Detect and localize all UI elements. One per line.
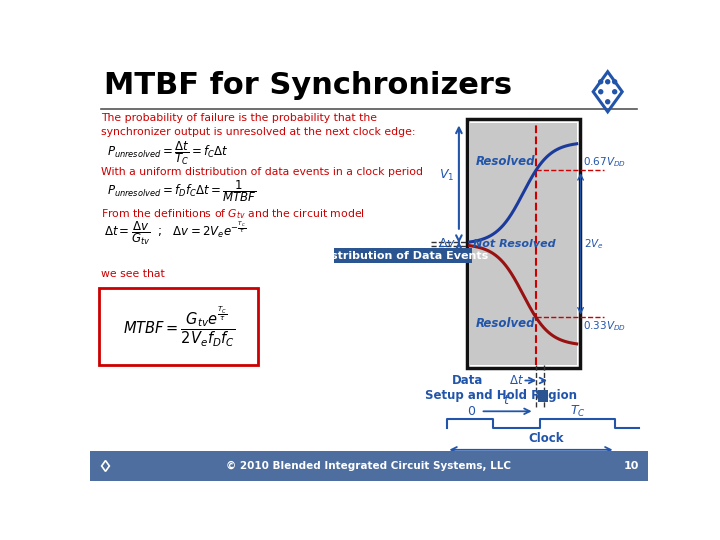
Bar [99, 288, 258, 365]
Text: $V_1$: $V_1$ [439, 168, 454, 184]
Text: Not Resolved: Not Resolved [473, 239, 555, 249]
Bar [467, 119, 580, 368]
Circle shape [605, 79, 611, 84]
Text: $MTBF = \dfrac{G_{tv} e^{\frac{T_C}{\tau}}}{2V_e f_D f_C}$: $MTBF = \dfrac{G_{tv} e^{\frac{T_C}{\tau… [122, 305, 235, 349]
Text: $\Delta t$: $\Delta t$ [509, 374, 523, 387]
Text: we see that: we see that [101, 269, 165, 279]
Text: Data: Data [451, 374, 483, 387]
Text: Resolved: Resolved [476, 155, 536, 168]
Circle shape [598, 79, 603, 84]
Text: © 2010 Blended Integrated Circuit Systems, LLC: © 2010 Blended Integrated Circuit System… [227, 461, 511, 471]
Text: $P_{unresolved} = f_D f_C \Delta t = \dfrac{1}{MTBF}$: $P_{unresolved} = f_D f_C \Delta t = \df… [107, 179, 257, 205]
Text: $T_C$: $T_C$ [523, 456, 539, 471]
Circle shape [612, 79, 617, 84]
Bar [90, 451, 648, 481]
Circle shape [612, 89, 617, 94]
Circle shape [605, 99, 611, 104]
Bar [334, 248, 472, 264]
Text: $T_C$: $T_C$ [570, 404, 586, 419]
Bar [469, 123, 577, 365]
Text: Clock: Clock [528, 432, 564, 445]
Text: $0$: $0$ [467, 405, 476, 418]
Text: $\Delta v$: $\Delta v$ [438, 237, 456, 251]
Text: $0.33V_{DD}$: $0.33V_{DD}$ [583, 319, 626, 333]
Text: From the definitions of $G_{tv}$ and the circuit model: From the definitions of $G_{tv}$ and the… [101, 207, 365, 221]
Text: $2V_e$: $2V_e$ [585, 237, 604, 251]
Text: With a uniform distribution of data events in a clock period: With a uniform distribution of data even… [101, 167, 423, 177]
Text: 10: 10 [624, 461, 639, 471]
Text: MTBF for Synchronizers: MTBF for Synchronizers [104, 71, 512, 100]
Bar [538, 390, 549, 402]
Text: $P_{unresolved} = \dfrac{\Delta t}{T_C} = f_C \Delta t$: $P_{unresolved} = \dfrac{\Delta t}{T_C} … [107, 139, 229, 167]
Text: $\Delta t = \dfrac{\Delta v}{G_{tv}}$  ;   $\Delta v = 2V_e e^{-\frac{T_C}{\tau}: $\Delta t = \dfrac{\Delta v}{G_{tv}}$ ; … [104, 219, 246, 247]
Text: The probability of failure is the probability that the
synchronizer output is un: The probability of failure is the probab… [101, 112, 415, 137]
Text: $t$: $t$ [503, 394, 510, 407]
Text: Distribution of Data Events: Distribution of Data Events [318, 251, 488, 261]
Circle shape [598, 89, 603, 94]
Text: Setup and Hold Region: Setup and Hold Region [425, 389, 577, 402]
Text: $0.67V_{DD}$: $0.67V_{DD}$ [583, 155, 626, 168]
Text: Resolved: Resolved [476, 318, 536, 330]
